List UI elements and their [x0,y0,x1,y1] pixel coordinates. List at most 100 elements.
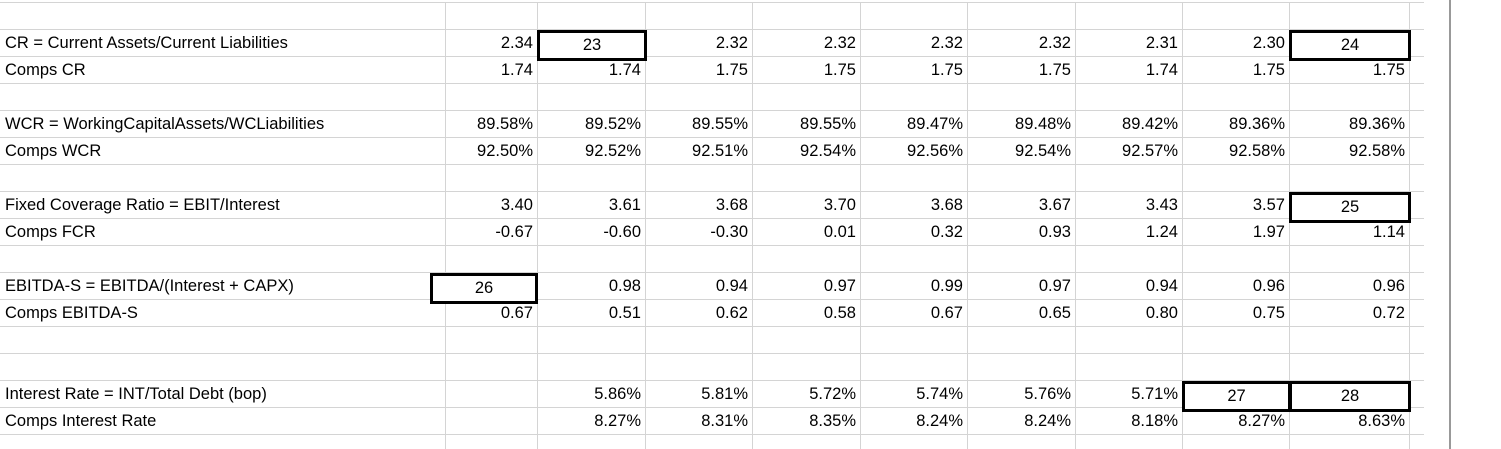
value-cell[interactable] [753,165,861,191]
value-cell[interactable]: 8.18% [1076,408,1183,434]
value-cell[interactable]: 0.67 [446,300,538,326]
value-cell[interactable] [861,354,968,380]
value-cell[interactable]: 92.54% [753,138,861,164]
value-cell[interactable] [1076,435,1183,449]
value-cell[interactable]: 1.75 [861,57,968,83]
value-cell[interactable]: 8.35% [753,408,861,434]
value-cell[interactable] [446,408,538,434]
answer-box-25[interactable]: 25 [1289,192,1411,223]
value-cell[interactable]: 0.99 [861,273,968,299]
value-cell[interactable]: 3.67 [968,192,1076,218]
value-cell[interactable]: 0.94 [646,273,753,299]
value-cell[interactable] [753,354,861,380]
value-cell[interactable]: 2.30 [1183,30,1290,56]
value-cell[interactable] [861,3,968,29]
value-cell[interactable]: 0.32 [861,219,968,245]
value-cell[interactable] [1290,327,1410,353]
value-cell[interactable]: 92.56% [861,138,968,164]
row-label-cell[interactable]: WCR = WorkingCapitalAssets/WCLiabilities [0,111,446,137]
value-cell[interactable] [1290,3,1410,29]
value-cell[interactable] [861,165,968,191]
value-cell[interactable]: 92.52% [538,138,646,164]
value-cell[interactable]: 1.97 [1183,219,1290,245]
answer-box-27[interactable]: 27 [1182,381,1291,412]
value-cell[interactable]: 2.32 [646,30,753,56]
value-cell[interactable]: 5.74% [861,381,968,407]
value-cell[interactable] [1076,327,1183,353]
value-cell[interactable] [446,327,538,353]
value-cell[interactable] [446,165,538,191]
value-cell[interactable]: 5.71% [1076,381,1183,407]
value-cell[interactable] [1183,327,1290,353]
value-cell[interactable] [1076,354,1183,380]
value-cell[interactable] [646,165,753,191]
value-cell[interactable]: 1.75 [968,57,1076,83]
row-label-cell[interactable] [0,165,446,191]
value-cell[interactable]: 89.42% [1076,111,1183,137]
value-cell[interactable] [968,435,1076,449]
value-cell[interactable] [753,246,861,272]
value-cell[interactable]: 0.62 [646,300,753,326]
value-cell[interactable]: -0.67 [446,219,538,245]
value-cell[interactable]: 5.72% [753,381,861,407]
value-cell[interactable] [1183,435,1290,449]
value-cell[interactable]: 5.76% [968,381,1076,407]
answer-box-26[interactable]: 26 [430,273,538,304]
row-label-cell[interactable]: Comps EBITDA-S [0,300,446,326]
value-cell[interactable]: 1.75 [1290,57,1410,83]
value-cell[interactable]: 92.57% [1076,138,1183,164]
value-cell[interactable]: 0.96 [1183,273,1290,299]
value-cell[interactable] [1183,246,1290,272]
value-cell[interactable]: 1.74 [538,57,646,83]
value-cell[interactable]: 1.75 [1183,57,1290,83]
answer-box-23[interactable]: 23 [537,30,647,61]
row-label-cell[interactable]: Comps Interest Rate [0,408,446,434]
value-cell[interactable]: 0.97 [968,273,1076,299]
value-cell[interactable] [1183,165,1290,191]
value-cell[interactable] [968,246,1076,272]
value-cell[interactable] [1183,84,1290,110]
value-cell[interactable] [968,84,1076,110]
answer-box-28[interactable]: 28 [1289,381,1411,412]
value-cell[interactable]: 8.24% [861,408,968,434]
value-cell[interactable]: 92.58% [1183,138,1290,164]
value-cell[interactable] [1183,3,1290,29]
value-cell[interactable]: 92.51% [646,138,753,164]
value-cell[interactable]: 2.32 [861,30,968,56]
row-label-cell[interactable] [0,327,446,353]
value-cell[interactable] [446,381,538,407]
value-cell[interactable]: 8.63% [1290,408,1410,434]
value-cell[interactable] [1183,354,1290,380]
value-cell[interactable]: -0.30 [646,219,753,245]
row-label-cell[interactable] [0,3,446,29]
value-cell[interactable] [446,84,538,110]
value-cell[interactable]: 2.31 [1076,30,1183,56]
row-label-cell[interactable]: Comps CR [0,57,446,83]
value-cell[interactable] [1076,246,1183,272]
value-cell[interactable]: 0.96 [1290,273,1410,299]
answer-box-24[interactable]: 24 [1289,30,1411,61]
value-cell[interactable] [646,327,753,353]
value-cell[interactable]: 1.74 [446,57,538,83]
value-cell[interactable]: 1.24 [1076,219,1183,245]
value-cell[interactable]: 5.81% [646,381,753,407]
value-cell[interactable]: 92.54% [968,138,1076,164]
value-cell[interactable]: 3.70 [753,192,861,218]
value-cell[interactable] [861,327,968,353]
value-cell[interactable]: 3.57 [1183,192,1290,218]
row-label-cell[interactable]: Fixed Coverage Ratio = EBIT/Interest [0,192,446,218]
value-cell[interactable] [753,3,861,29]
row-label-cell[interactable]: Interest Rate = INT/Total Debt (bop) [0,381,446,407]
value-cell[interactable] [646,3,753,29]
value-cell[interactable]: 0.67 [861,300,968,326]
value-cell[interactable] [968,3,1076,29]
value-cell[interactable]: 0.80 [1076,300,1183,326]
row-label-cell[interactable]: Comps FCR [0,219,446,245]
value-cell[interactable] [646,354,753,380]
value-cell[interactable] [538,327,646,353]
value-cell[interactable]: 89.55% [646,111,753,137]
value-cell[interactable] [646,84,753,110]
value-cell[interactable]: 0.98 [538,273,646,299]
value-cell[interactable]: 89.55% [753,111,861,137]
value-cell[interactable] [1290,165,1410,191]
